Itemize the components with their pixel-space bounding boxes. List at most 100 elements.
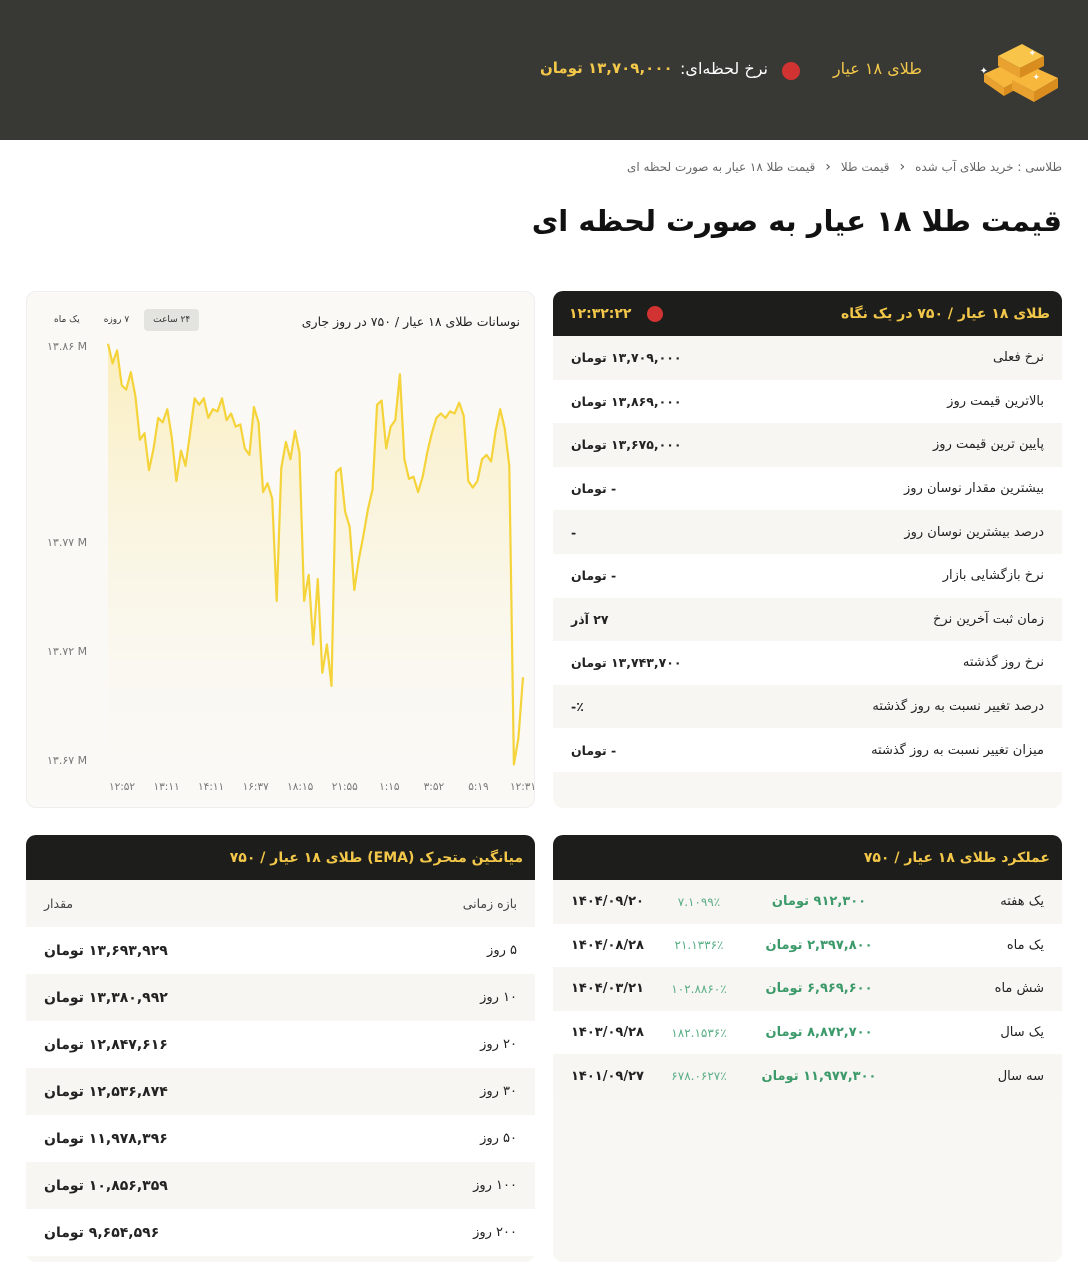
tab-1-month[interactable]: یک ماه — [54, 315, 80, 325]
performance-row: شش ماه ۶,۹۶۹,۶۰۰ تومان ۱۰۲.۸۸۶۰٪ ۱۴۰۴/۰۳/۲۱ — [553, 967, 1062, 1011]
row-label: میزان تغییر نسبت به روز گذشته — [871, 742, 1044, 758]
performance-card: عملکرد طلای ۱۸ عیار / ۷۵۰ یک هفته ۹۱۲,۳۰۰… — [553, 835, 1062, 1262]
live-indicator-icon — [647, 305, 664, 322]
live-indicator-icon — [782, 62, 800, 80]
perf-date: ۱۴۰۱/۰۹/۲۷ — [571, 1068, 644, 1084]
perf-amount: ۹۱۲,۳۰۰ تومان — [771, 894, 867, 910]
y-tick-label: ۱۳.۷۲ M — [47, 645, 87, 658]
row-label: پایین ترین قیمت روز — [933, 437, 1044, 453]
row-label: زمان ثبت آخرین نرخ — [933, 611, 1044, 627]
row-label: بالاترین قیمت روز — [947, 393, 1044, 409]
ema-period: ۱۰۰ روز — [473, 1178, 517, 1193]
breadcrumb-gold-price[interactable]: قیمت طلا — [840, 160, 890, 174]
perf-amount: ۸,۸۷۲,۷۰۰ تومان — [765, 1025, 873, 1041]
perf-period: یک هفته — [1000, 894, 1044, 910]
ema-period: ۲۰۰ روز — [473, 1225, 517, 1240]
row-label: درصد بیشترین نوسان روز — [904, 524, 1044, 540]
ema-card: میانگین متحرک (EMA) طلای ۱۸ عیار / ۷۵۰ ب… — [26, 835, 535, 1262]
chart-area-fill — [108, 343, 523, 765]
y-tick-label: ۱۳.۷۷ M — [47, 536, 87, 549]
svg-text:✦: ✦ — [980, 66, 988, 77]
ema-row: ۱۰۰ روز ۱۰,۸۵۶,۳۵۹ تومان — [26, 1162, 535, 1209]
glance-row: درصد تغییر نسبت به روز گذشته ٪- — [553, 684, 1062, 729]
ema-row: ۲۰ روز ۱۲,۸۴۷,۶۱۶ تومان — [26, 1021, 535, 1068]
row-value: ۱۳,۸۶۹,۰۰۰ تومان — [571, 393, 682, 409]
x-tick-label: ۱۸:۱۵ — [287, 781, 313, 793]
perf-percent: ۱۸۲.۱۵۳۶٪ — [671, 1025, 727, 1040]
chevron-left-icon: ‹ — [899, 159, 906, 175]
page-title: قیمت طلا ۱۸ عیار به صورت لحظه ای — [531, 204, 1062, 238]
ema-value: ۱۳,۶۹۳,۹۲۹ تومان — [44, 942, 168, 959]
performance-row: یک ماه ۲,۳۹۷,۸۰۰ تومان ۲۱.۱۳۳۶٪ ۱۴۰۴/۰۸/۲۸ — [553, 923, 1062, 968]
tab-24-hours[interactable]: ۲۴ ساعت — [144, 309, 200, 331]
row-value: - تومان — [571, 742, 617, 758]
x-tick-label: ۱۲:۵۲ — [109, 781, 135, 793]
ema-row: ۵۰ روز ۱۱,۹۷۸,۳۹۶ تومان — [26, 1115, 535, 1162]
row-label: نرخ فعلی — [993, 350, 1044, 366]
ema-row: ۲۰۰ روز ۹,۶۵۴,۵۹۶ تومان — [26, 1209, 535, 1256]
x-tick-label: ۱:۱۵ — [379, 781, 400, 793]
performance-row: یک سال ۸,۸۷۲,۷۰۰ تومان ۱۸۲.۱۵۳۶٪ ۱۴۰۳/۰۹/۲۸ — [553, 1010, 1062, 1055]
price-chart: ۱۳.۸۶ M ۱۳.۷۷ M ۱۳.۷۲ M ۱۳.۶۷ M ۱۲:۵۲ ۱۳:۱۱ ۱۴… — [47, 340, 534, 793]
row-label: نرخ روز گذشته — [962, 655, 1044, 671]
live-rate-value: ۱۳,۷۰۹,۰۰۰ تومان — [540, 59, 673, 77]
glance-row: نرخ بازگشایی بازار - تومان — [553, 553, 1062, 598]
top-header: ✦ ✦ ✦ طلای ۱۸ عیار نرخ لحظه‌ای: ۱۳,۷۰۹,۰۰۰… — [0, 0, 1088, 140]
glance-row: بیشترین مقدار نوسان روز - تومان — [553, 466, 1062, 511]
col-value: مقدار — [44, 896, 74, 911]
x-tick-label: ۱۶:۳۷ — [243, 781, 269, 793]
glance-row: نرخ فعلی ۱۳,۷۰۹,۰۰۰ تومان — [553, 336, 1062, 380]
perf-percent: ۶۷۸.۰۶۲۷٪ — [671, 1069, 727, 1084]
col-period: بازه زمانی — [462, 896, 517, 911]
glance-card: طلای ۱۸ عیار / ۷۵۰ در یک نگاه ۱۲:۳۲:۲۲ ن… — [553, 291, 1062, 808]
performance-row: یک هفته ۹۱۲,۳۰۰ تومان ۷.۱۰۹۹٪ ۱۴۰۴/۰۹/۲۰ — [553, 880, 1062, 924]
x-tick-label: ۲۱:۵۵ — [332, 781, 358, 793]
glance-row: زمان ثبت آخرین نرخ ۲۷ آذر — [553, 597, 1062, 642]
row-value: - — [571, 524, 577, 540]
ema-period: ۵۰ روز — [480, 1131, 517, 1146]
x-tick-label: ۱۳:۱۱ — [154, 781, 180, 793]
breadcrumb-home[interactable]: طلاسی : خرید طلای آب شده — [915, 160, 1062, 174]
ema-value: ۹,۶۵۴,۵۹۶ تومان — [44, 1224, 160, 1241]
chevron-left-icon: ‹ — [825, 159, 831, 175]
product-name: طلای ۱۸ عیار — [832, 59, 922, 78]
ema-row: ۵ روز ۱۳,۶۹۳,۹۲۹ تومان — [26, 927, 535, 974]
perf-period: سه سال — [997, 1068, 1044, 1084]
row-value: ۲۷ آذر — [571, 611, 609, 627]
ema-period: ۲۰ روز — [480, 1037, 517, 1052]
x-tick-label: ۵:۱۹ — [468, 781, 489, 793]
perf-percent: ۷.۱۰۹۹٪ — [677, 894, 721, 909]
row-label: بیشترین مقدار نوسان روز — [904, 481, 1044, 497]
perf-date: ۱۴۰۴/۰۹/۲۰ — [571, 894, 644, 910]
ema-value: ۱۰,۸۵۶,۳۵۹ تومان — [44, 1177, 168, 1194]
gold-bars-icon: ✦ ✦ ✦ — [980, 44, 1058, 102]
chart-title: نوسانات طلای ۱۸ عیار / ۷۵۰ در روز جاری — [301, 314, 520, 329]
range-tabs: یک ماه ۷ روزه ۲۴ ساعت — [45, 309, 200, 331]
glance-row: نرخ روز گذشته ۱۳,۷۴۳,۷۰۰ تومان — [553, 641, 1062, 685]
ema-value: ۱۳,۳۸۰,۹۹۲ تومان — [44, 989, 168, 1006]
ema-value: ۱۱,۹۷۸,۳۹۶ تومان — [44, 1130, 168, 1147]
ema-header-row: بازه زمانی مقدار — [26, 880, 535, 927]
row-value: ۱۳,۷۴۳,۷۰۰ تومان — [571, 655, 682, 671]
glance-row: بالاترین قیمت روز ۱۳,۸۶۹,۰۰۰ تومان — [553, 379, 1062, 424]
glance-row: درصد بیشترین نوسان روز - — [553, 510, 1062, 554]
performance-row: سه سال ۱۱,۹۷۷,۳۰۰ تومان ۶۷۸.۰۶۲۷٪ ۱۴۰۱/۰۹/۲… — [553, 1054, 1062, 1098]
perf-amount: ۲,۳۹۷,۸۰۰ تومان — [765, 937, 873, 953]
live-rate-label: نرخ لحظه‌ای: — [680, 59, 768, 78]
y-tick-label: ۱۳.۶۷ M — [47, 754, 87, 767]
row-value: - تومان — [571, 568, 617, 584]
glance-time: ۱۲:۳۲:۲۲ — [569, 305, 632, 322]
perf-percent: ۱۰۲.۸۸۶۰٪ — [671, 981, 727, 996]
ema-title: میانگین متحرک (EMA) طلای ۱۸ عیار / ۷۵۰ — [229, 849, 523, 866]
ema-row: ۳۰ روز ۱۲,۵۳۶,۸۷۴ تومان — [26, 1068, 535, 1115]
x-tick-label: ۱۴:۱۱ — [198, 781, 224, 793]
svg-text:✦: ✦ — [1028, 49, 1036, 59]
svg-text:✦: ✦ — [1032, 73, 1040, 83]
perf-period: یک ماه — [1006, 937, 1044, 953]
perf-date: ۱۴۰۴/۰۳/۲۱ — [571, 981, 644, 997]
price-line — [106, 343, 525, 766]
tab-7-days[interactable]: ۷ روزه — [103, 315, 130, 325]
chart-card: نوسانات طلای ۱۸ عیار / ۷۵۰ در روز جاری ی… — [26, 291, 535, 808]
ema-period: ۱۰ روز — [480, 990, 517, 1005]
row-label: نرخ بازگشایی بازار — [942, 568, 1044, 584]
